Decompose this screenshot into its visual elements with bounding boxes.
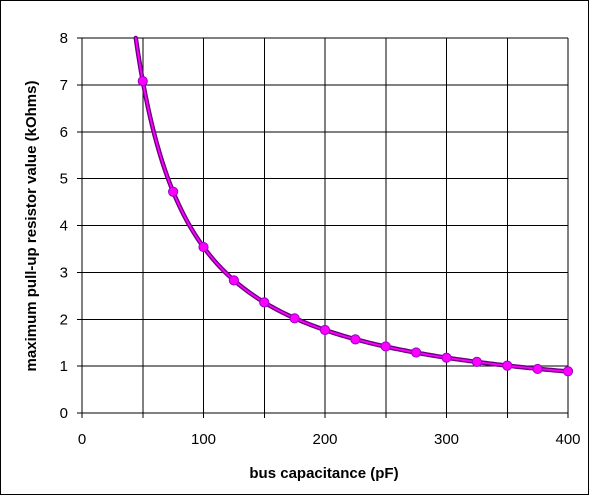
x-tick-label-300: 300 bbox=[434, 431, 459, 448]
x-tick-label-0: 0 bbox=[78, 431, 86, 448]
y-tick-label-3: 3 bbox=[60, 264, 68, 281]
curve-layer bbox=[133, 35, 571, 374]
y-tick-label-0: 0 bbox=[60, 405, 68, 422]
data-point-225 bbox=[350, 334, 361, 345]
data-point-100 bbox=[198, 241, 209, 253]
y-tick-label-1: 1 bbox=[60, 358, 68, 375]
x-tick-label-100: 100 bbox=[191, 431, 216, 448]
x-tick-label-200: 200 bbox=[312, 431, 337, 448]
data-point-300 bbox=[441, 352, 452, 363]
data-point-200 bbox=[319, 324, 331, 336]
y-tick-label-7: 7 bbox=[60, 77, 68, 94]
data-point-250 bbox=[380, 341, 391, 352]
fit-curve-outline bbox=[133, 35, 571, 374]
axis-layer bbox=[77, 37, 569, 418]
data-point-125 bbox=[228, 275, 239, 286]
marker-layer bbox=[137, 76, 574, 377]
y-tick-label-5: 5 bbox=[60, 171, 68, 188]
data-point-375 bbox=[532, 363, 543, 375]
grid-layer bbox=[81, 37, 569, 414]
data-point-350 bbox=[502, 360, 513, 371]
data-point-75 bbox=[168, 186, 179, 197]
y-tick-label-2: 2 bbox=[60, 311, 68, 328]
x-axis-title: bus capacitance (pF) bbox=[249, 465, 398, 482]
x-tick-label-400: 400 bbox=[555, 431, 580, 448]
y-tick-label-6: 6 bbox=[60, 124, 68, 141]
y-axis-title: maximum pull-up resistor value (kOhms) bbox=[23, 81, 40, 372]
label-layer: 0 100 200 300 400 0 1 2 3 4 5 6 7 8 bbox=[60, 30, 581, 448]
y-tick-label-4: 4 bbox=[60, 218, 68, 235]
data-point-400 bbox=[562, 366, 574, 377]
y-tick-label-8: 8 bbox=[60, 30, 68, 47]
fit-curve bbox=[134, 37, 569, 373]
data-point-50 bbox=[137, 76, 148, 87]
data-point-175 bbox=[289, 313, 300, 324]
data-point-150 bbox=[259, 297, 270, 308]
data-point-275 bbox=[411, 347, 422, 358]
data-point-325 bbox=[471, 356, 482, 368]
